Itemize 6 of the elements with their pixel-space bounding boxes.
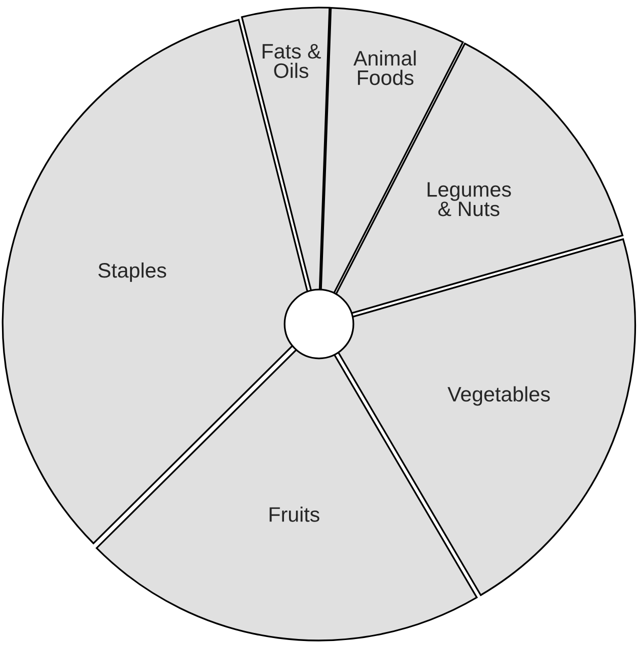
slice-label: Legumes & Nuts [428,182,511,216]
slice-label: Vegetables [448,386,550,406]
slice-label: Fruits [270,506,320,522]
slice-label: Staples [98,262,166,282]
slice-label: Animal Foods [353,50,416,86]
slice-label: Fats & Oils [262,44,321,78]
